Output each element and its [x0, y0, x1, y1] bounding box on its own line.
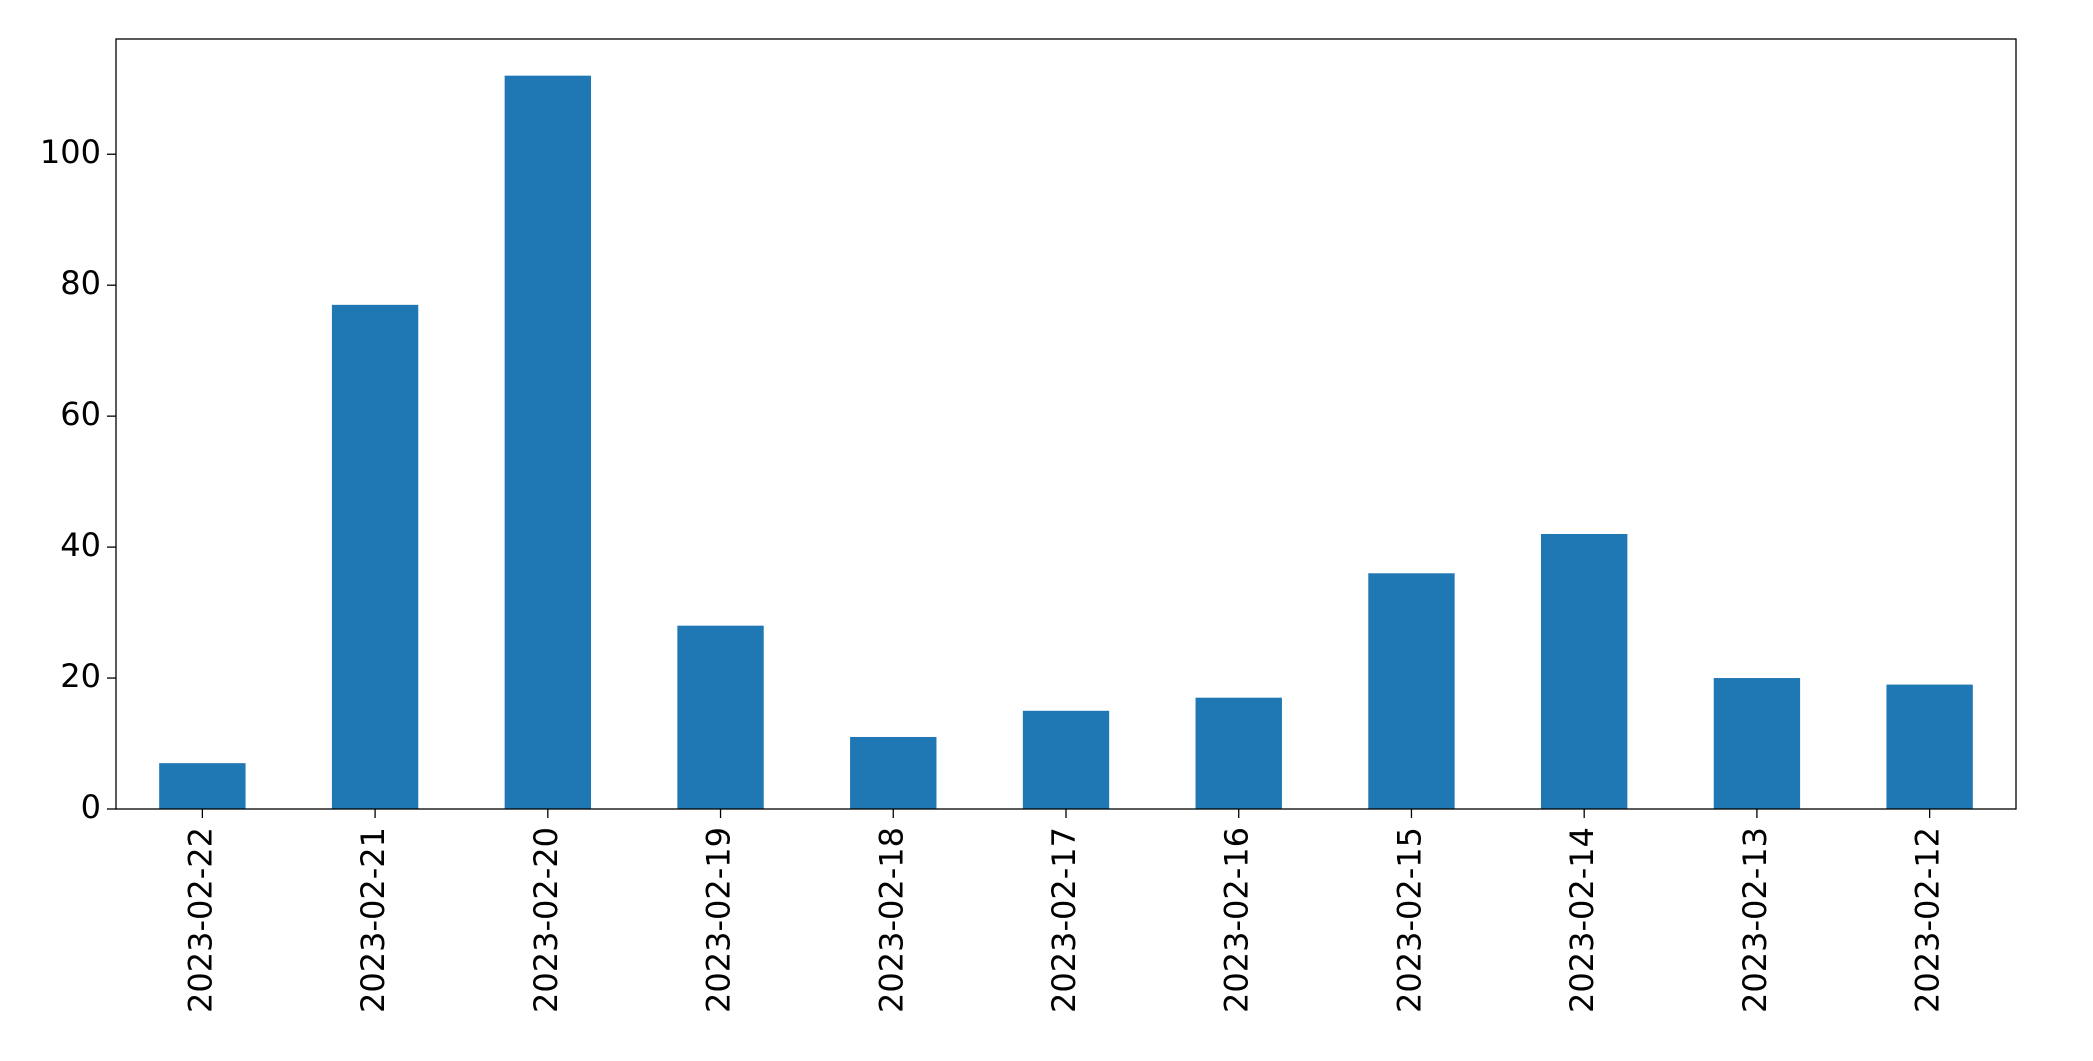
- x-tick-label: 2023-02-19: [700, 827, 738, 1013]
- bar: [1713, 678, 1801, 809]
- x-tick-label: 2023-02-14: [1563, 827, 1601, 1013]
- bar: [677, 625, 764, 809]
- bar: [331, 304, 419, 809]
- x-tick-label: 2023-02-22: [181, 827, 219, 1013]
- bar: [504, 75, 591, 809]
- y-tick-label: 0: [81, 788, 101, 826]
- y-tick-label: 20: [60, 657, 101, 695]
- y-tick-label: 100: [40, 133, 101, 171]
- x-tick-label: 2023-02-13: [1736, 827, 1774, 1013]
- x-tick-label: 2023-02-20: [527, 827, 565, 1013]
- x-tick-label: 2023-02-21: [354, 827, 392, 1013]
- bar: [1886, 684, 1973, 809]
- bar: [1541, 534, 1628, 809]
- y-tick-label: 60: [60, 395, 101, 433]
- bar: [850, 736, 937, 809]
- x-tick-label: 2023-02-17: [1045, 827, 1083, 1013]
- bar: [1368, 573, 1455, 809]
- plot-frame: [115, 38, 2017, 810]
- bar: [159, 763, 246, 809]
- y-tick-label: 40: [60, 526, 101, 564]
- bar: [1195, 697, 1282, 809]
- x-tick-label: 2023-02-18: [872, 827, 910, 1013]
- x-tick-label: 2023-02-16: [1218, 827, 1256, 1013]
- x-tick-label: 2023-02-15: [1390, 827, 1428, 1013]
- y-tick-label: 80: [60, 264, 101, 302]
- x-tick-label: 2023-02-12: [1909, 827, 1947, 1013]
- bar: [1022, 710, 1110, 809]
